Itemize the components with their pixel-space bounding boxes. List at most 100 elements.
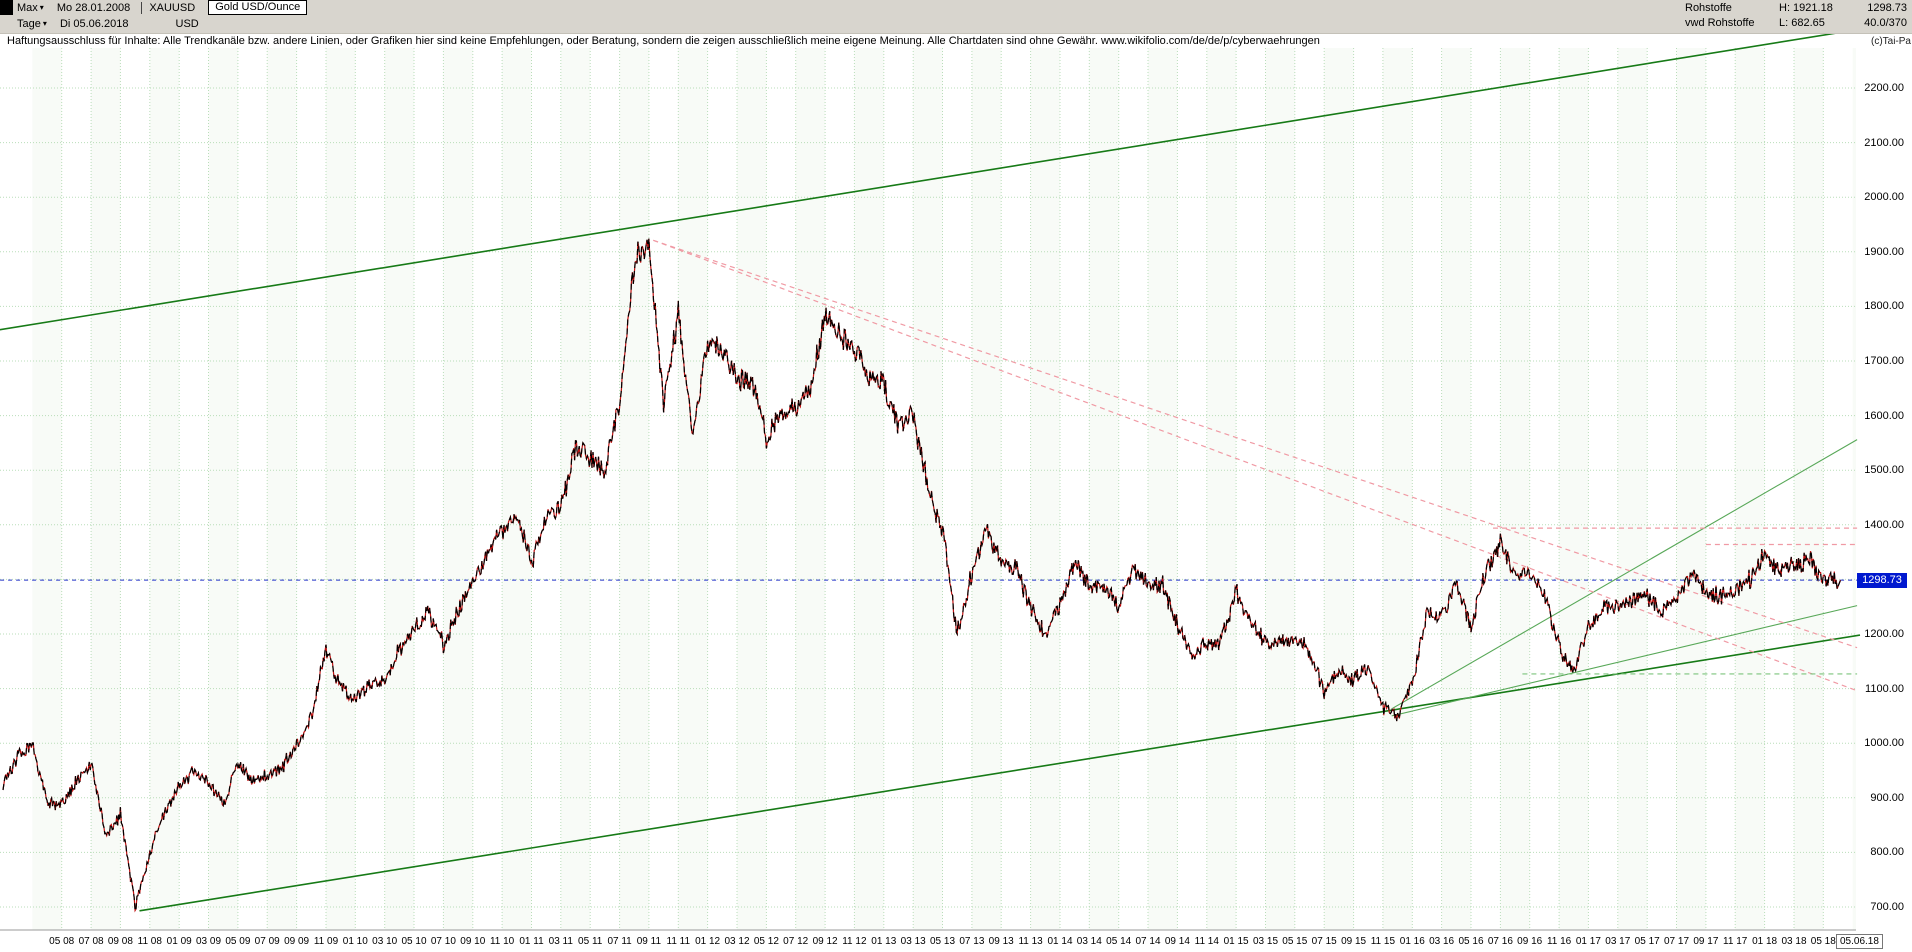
column-band <box>1617 48 1648 930</box>
toolbar: Max ▾ Mo 28.01.2008 XAUUSD Gold USD/Ounce… <box>0 0 1912 34</box>
period-dropdown[interactable]: Tage ▾ <box>17 18 47 30</box>
column-band <box>1852 48 1856 930</box>
column-band <box>149 48 180 930</box>
x-axis-label: 09 17 <box>1693 936 1719 947</box>
quote-info-row: vwd Rohstoffe L: 682.65 40.0/370 <box>1685 16 1907 31</box>
x-axis-label: 03 11 <box>548 936 573 947</box>
x-axis-label: 11 17 <box>1723 936 1748 947</box>
y-axis-label: 1200.00 <box>1864 628 1904 640</box>
chevron-down-icon: ▾ <box>42 19 47 28</box>
range-dropdown[interactable]: Max ▾ <box>17 2 44 14</box>
y-axis-label: 900.00 <box>1870 791 1904 804</box>
y-axis-label: 1800.00 <box>1864 300 1904 313</box>
x-axis-label: 09 10 <box>460 936 486 947</box>
x-axis-label: 01 14 <box>1047 936 1073 947</box>
x-axis-label: 03 18 <box>1781 936 1807 947</box>
y-axis-label: 800.00 <box>1870 846 1904 859</box>
column-band <box>1089 48 1119 930</box>
x-axis-label: 05 18 <box>1810 936 1836 947</box>
x-axis-label: 03 14 <box>1076 936 1102 947</box>
quote-info-row: Rohstoffe H: 1921.18 1298.73 <box>1685 1 1907 16</box>
price-chart[interactable] <box>0 33 1912 952</box>
price-line[interactable] <box>2 238 1842 913</box>
x-axis-label: 03 16 <box>1429 936 1455 947</box>
trendline-downtrend-from-high-steep[interactable] <box>653 239 1858 692</box>
y-axis-label: 1600.00 <box>1864 409 1904 422</box>
x-axis-label: 07 13 <box>959 936 985 947</box>
column-band <box>1441 48 1471 930</box>
x-axis-label: 05 09 <box>225 936 251 947</box>
x-axis-label: 09 12 <box>812 936 838 947</box>
trendline-uptrend-2016-steep[interactable] <box>1391 439 1858 710</box>
x-axis-label: 07 15 <box>1311 936 1337 947</box>
column-band <box>854 48 884 930</box>
x-axis-label: 03 10 <box>372 936 398 947</box>
column-band <box>1265 48 1295 930</box>
x-axis-label: 01 15 <box>1223 936 1249 947</box>
x-axis-label: 07 10 <box>430 936 456 947</box>
x-axis-label: 05 16 <box>1458 936 1484 947</box>
y-axis-label: 2000.00 <box>1864 191 1904 204</box>
x-axis-label: 01 18 <box>1752 936 1778 947</box>
x-axis-label: 01 16 <box>1399 936 1425 947</box>
x-axis-label: 01 13 <box>871 936 897 947</box>
x-axis-label: 11 15 <box>1370 936 1396 947</box>
trendline-uptrend-2016-shallow[interactable] <box>1391 605 1858 717</box>
column-band <box>443 48 473 930</box>
x-axis-label: 03 15 <box>1252 936 1279 947</box>
x-axis-label: 05 10 <box>401 936 427 947</box>
x-axis-label: 01 10 <box>342 936 368 947</box>
last-price: 1298.73 <box>1867 2 1907 14</box>
column-band <box>1030 48 1060 930</box>
period-high: H: 1921.18 <box>1779 2 1833 14</box>
column-band <box>678 48 708 930</box>
column-band <box>619 48 649 930</box>
x-axis-label: 07 17 <box>1663 936 1690 947</box>
x-axis-label: 03 13 <box>900 936 926 947</box>
y-axis-label: 700.00 <box>1870 901 1904 913</box>
x-axis-label: 03 17 <box>1605 936 1631 947</box>
x-axis-label: 05 12 <box>753 936 779 947</box>
column-band <box>91 48 121 930</box>
x-axis-label: 11 08 <box>137 936 162 947</box>
column-band <box>1500 48 1530 930</box>
x-axis-label: 09 13 <box>988 936 1014 947</box>
y-axis-label: 2100.00 <box>1864 136 1904 149</box>
x-axis-label: 11 09 <box>313 936 339 947</box>
x-axis-label: 11 14 <box>1194 936 1219 947</box>
trendline-downtrend-from-high-shallow[interactable] <box>653 239 1858 649</box>
x-axis-label: 11 13 <box>1018 936 1043 947</box>
x-axis-label: 09 09 <box>284 936 310 947</box>
x-axis-label: 07 16 <box>1487 936 1513 947</box>
column-band <box>384 48 415 930</box>
y-axis-label: 1700.00 <box>1864 355 1904 367</box>
end-date-field[interactable]: Di 05.06.2018 <box>59 18 129 30</box>
column-band <box>32 48 62 930</box>
y-axis-label: 1400.00 <box>1864 518 1904 531</box>
x-axis-label: 05 08 <box>49 936 75 947</box>
currency-label: USD <box>175 18 199 30</box>
feed-name: Rohstoffe <box>1685 2 1732 14</box>
start-date-field[interactable]: Mo 28.01.2008 <box>56 2 131 14</box>
x-axis-label: 05 13 <box>929 936 956 947</box>
column-band <box>502 48 532 930</box>
column-band <box>1559 48 1589 930</box>
x-axis-label: 03 12 <box>724 936 750 947</box>
column-band <box>208 48 238 930</box>
trendline-lower-channel-support[interactable] <box>139 634 1861 912</box>
x-axis-label: 05 14 <box>1106 936 1132 947</box>
column-band <box>1148 48 1178 930</box>
current-price-marker: 1298.73 <box>1857 573 1907 589</box>
scale-info: 40.0/370 <box>1864 17 1907 29</box>
x-axis-label: 11 12 <box>842 936 867 947</box>
x-axis-label: 01 09 <box>166 936 192 947</box>
column-band <box>737 48 767 930</box>
x-axis-label: 09 08 <box>107 936 133 947</box>
x-axis-label: 11 10 <box>489 936 515 947</box>
x-axis-label: 09 16 <box>1517 936 1543 947</box>
trendline-upper-channel-resistance[interactable] <box>0 33 1909 331</box>
x-axis-label: 07 14 <box>1135 936 1161 947</box>
y-axis-label: 1100.00 <box>1865 682 1904 695</box>
current-date-box: 05.06.18 <box>1836 934 1883 949</box>
y-axis-label: 1000.00 <box>1864 737 1904 750</box>
